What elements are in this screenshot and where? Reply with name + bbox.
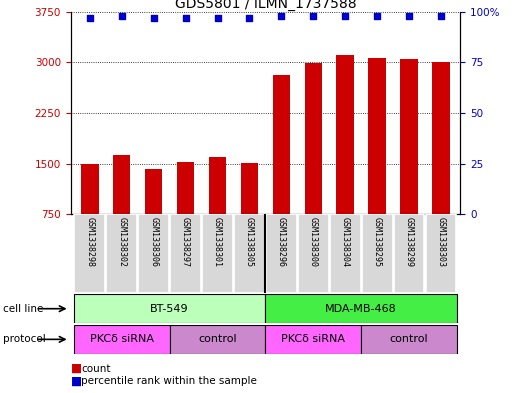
Bar [138, 214, 169, 293]
Bar [433, 62, 450, 265]
Text: protocol: protocol [3, 334, 46, 344]
Bar [298, 214, 328, 293]
Bar [234, 214, 265, 293]
Bar [394, 214, 425, 293]
Text: GSM1338297: GSM1338297 [181, 217, 190, 266]
Bar [336, 55, 354, 265]
Point [150, 15, 158, 21]
Bar [202, 214, 233, 293]
Bar [81, 164, 98, 265]
Point [405, 13, 413, 19]
Bar [74, 294, 266, 323]
Text: control: control [198, 334, 237, 344]
Bar [266, 294, 457, 323]
Text: MDA-MB-468: MDA-MB-468 [325, 304, 397, 314]
Bar [304, 63, 322, 265]
Point [213, 15, 222, 21]
Bar [361, 325, 457, 354]
Text: PKCδ siRNA: PKCδ siRNA [281, 334, 345, 344]
Text: PKCδ siRNA: PKCδ siRNA [90, 334, 154, 344]
Point [437, 13, 445, 19]
Bar [74, 325, 169, 354]
Bar [145, 169, 163, 265]
Point [118, 13, 126, 19]
Bar [272, 75, 290, 265]
Bar [170, 214, 201, 293]
Bar [266, 214, 297, 293]
Text: ■: ■ [71, 362, 82, 375]
Point [309, 13, 317, 19]
Point [373, 13, 381, 19]
Bar [362, 214, 393, 293]
Title: GDS5801 / ILMN_1737588: GDS5801 / ILMN_1737588 [175, 0, 356, 11]
Point [86, 15, 94, 21]
Text: percentile rank within the sample: percentile rank within the sample [81, 376, 257, 386]
Text: GSM1338303: GSM1338303 [437, 217, 446, 266]
Bar [401, 59, 418, 265]
Text: GSM1338295: GSM1338295 [373, 217, 382, 266]
Text: count: count [81, 364, 110, 374]
Point [277, 13, 286, 19]
Text: GSM1338302: GSM1338302 [117, 217, 126, 266]
Point [341, 13, 349, 19]
Bar [266, 325, 361, 354]
Point [245, 15, 254, 21]
Bar [169, 325, 266, 354]
Bar [330, 214, 360, 293]
Bar [241, 163, 258, 265]
Bar [426, 214, 457, 293]
Text: GSM1338296: GSM1338296 [277, 217, 286, 266]
Text: cell line: cell line [3, 304, 43, 314]
Text: control: control [390, 334, 428, 344]
Text: GSM1338305: GSM1338305 [245, 217, 254, 266]
Text: GSM1338300: GSM1338300 [309, 217, 318, 266]
Bar [106, 214, 137, 293]
Bar [113, 156, 130, 265]
Text: GSM1338298: GSM1338298 [85, 217, 94, 266]
Text: GSM1338304: GSM1338304 [341, 217, 350, 266]
Text: GSM1338301: GSM1338301 [213, 217, 222, 266]
Text: GSM1338299: GSM1338299 [405, 217, 414, 266]
Text: GSM1338306: GSM1338306 [149, 217, 158, 266]
Bar [74, 214, 105, 293]
Point [181, 15, 190, 21]
Bar [209, 157, 226, 265]
Text: BT-549: BT-549 [150, 304, 189, 314]
Bar [368, 58, 386, 265]
Text: ■: ■ [71, 375, 82, 388]
Bar [177, 162, 195, 265]
